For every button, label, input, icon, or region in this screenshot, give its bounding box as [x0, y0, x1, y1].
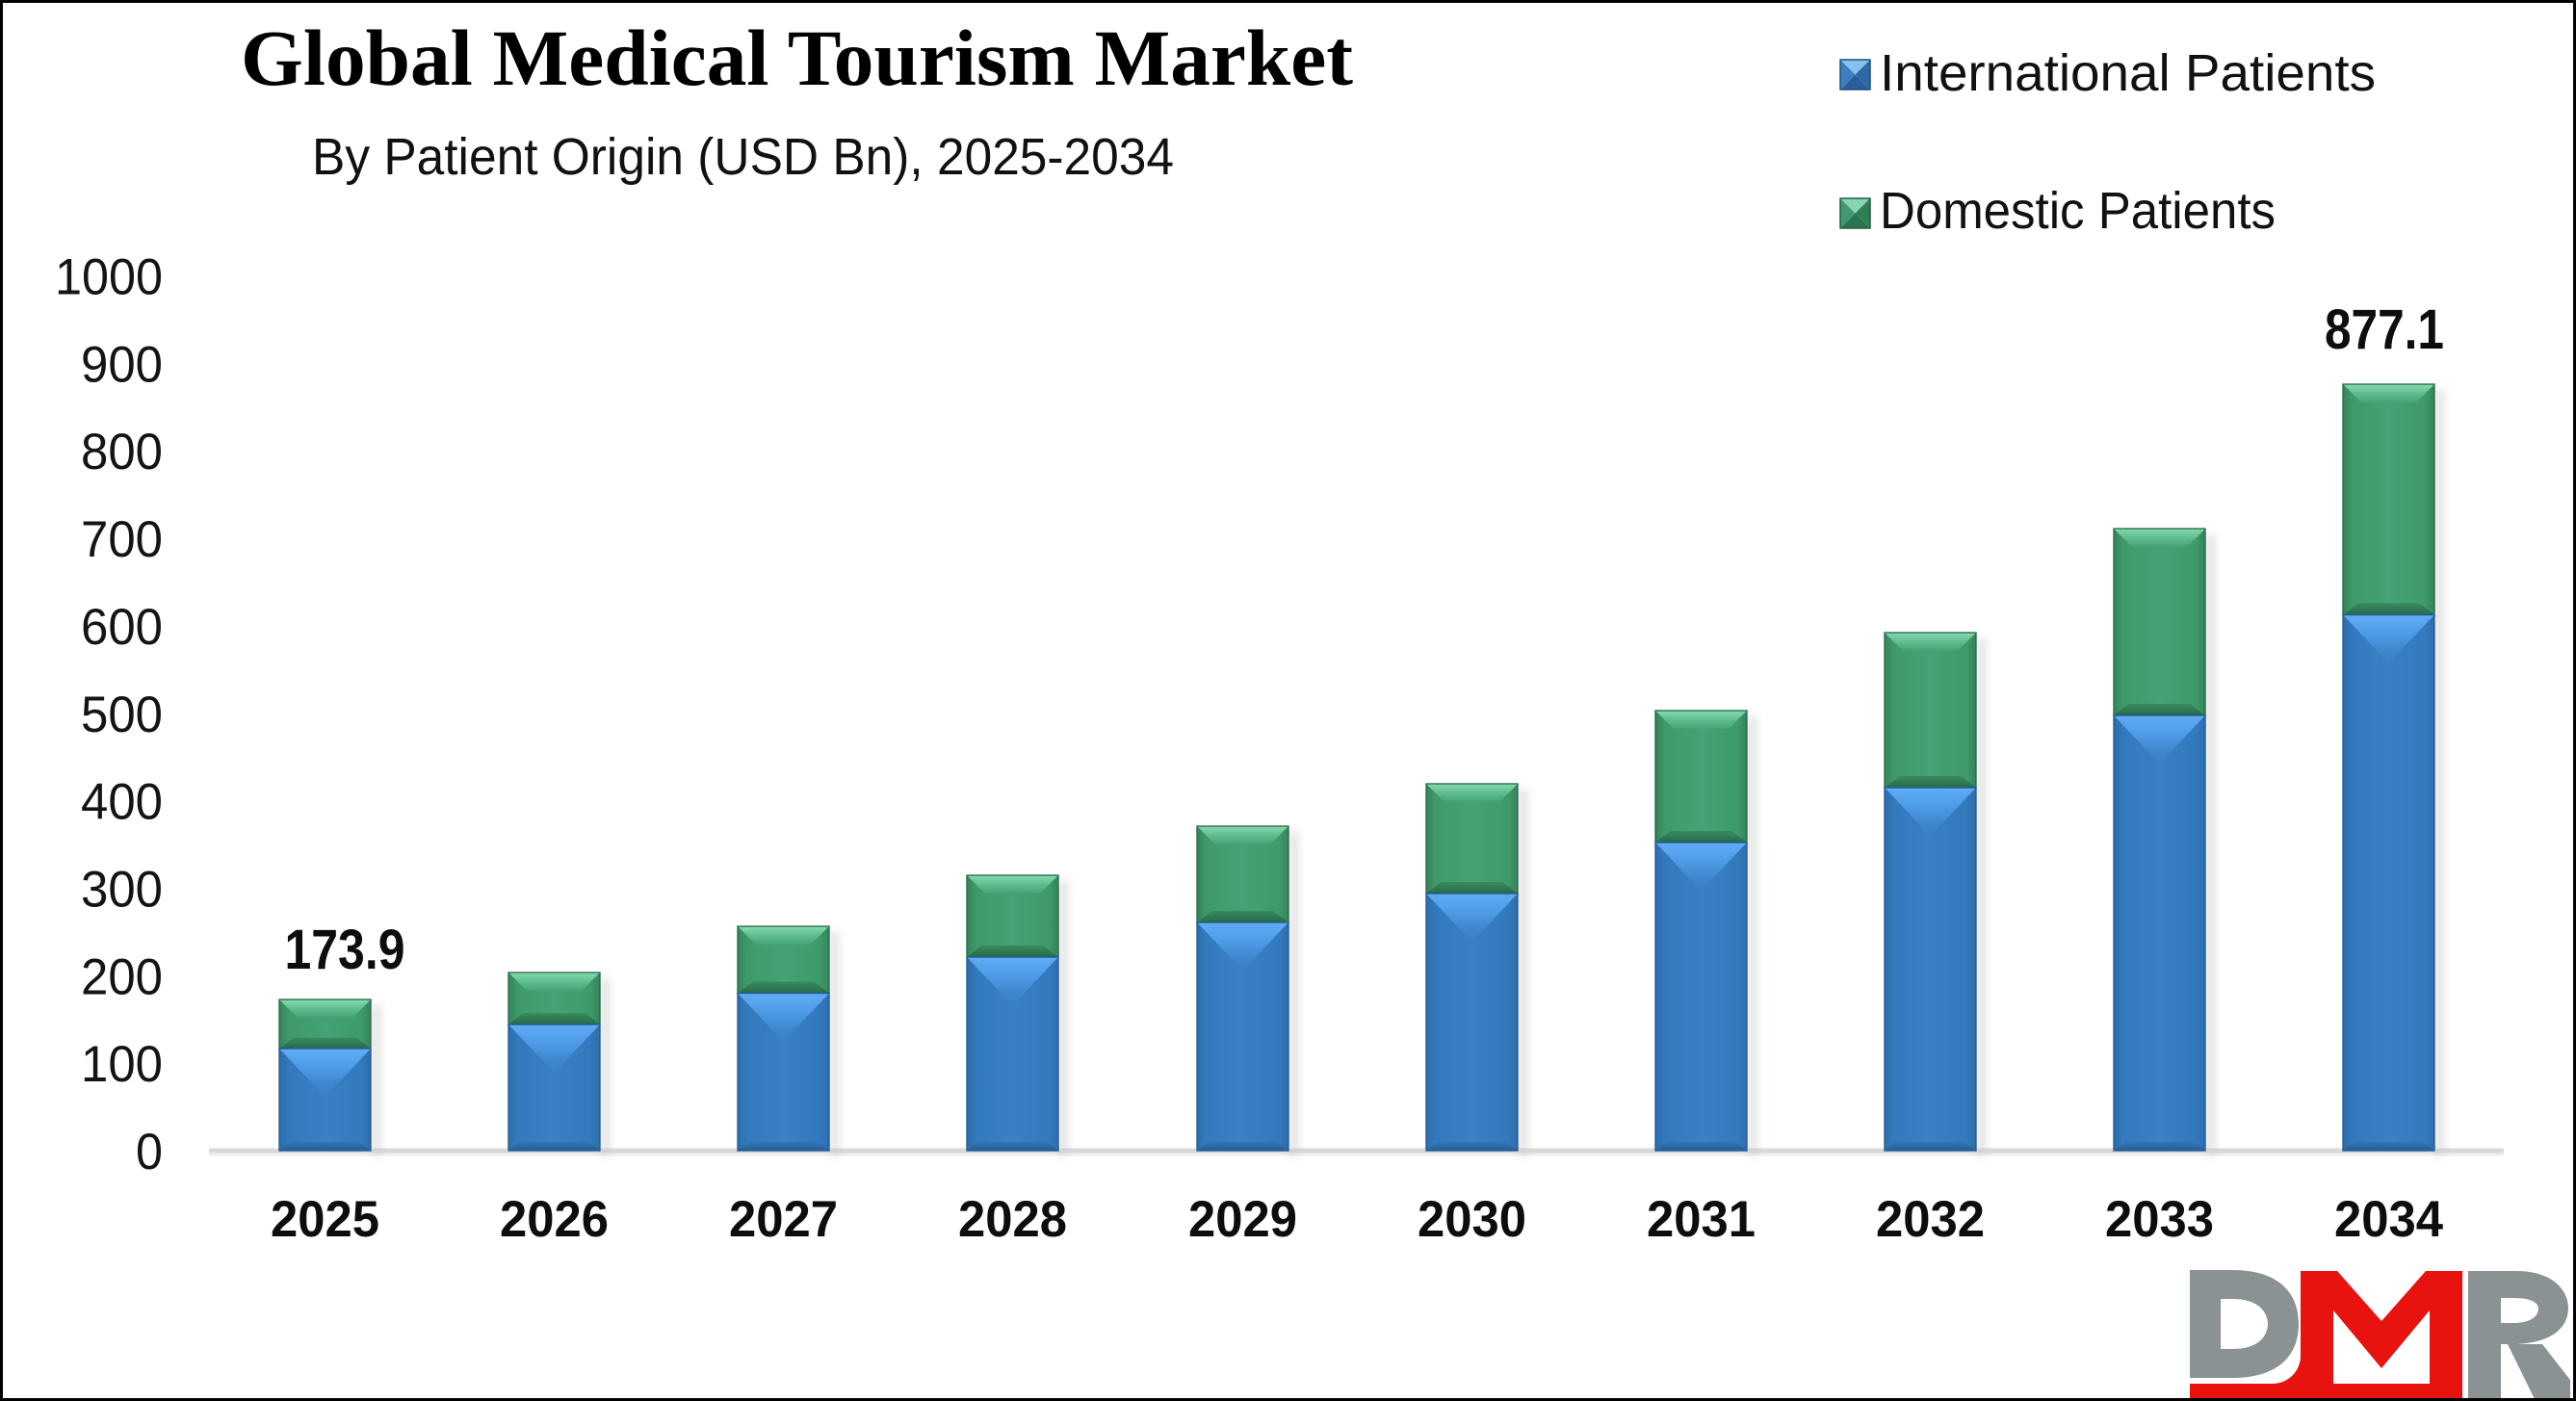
svg-text:2033: 2033 [2105, 1191, 2214, 1248]
svg-text:By Patient Origin (USD Bn), 20: By Patient Origin (USD Bn), 2025-2034 [312, 128, 1174, 186]
svg-text:877.1: 877.1 [2325, 298, 2444, 361]
svg-text:100: 100 [81, 1036, 163, 1093]
svg-text:Global Medical Tourism Market: Global Medical Tourism Market [241, 13, 1353, 102]
svg-text:800: 800 [81, 424, 163, 480]
svg-text:2027: 2027 [729, 1191, 838, 1248]
svg-text:2025: 2025 [271, 1191, 379, 1248]
svg-text:300: 300 [81, 862, 163, 919]
svg-text:2028: 2028 [958, 1191, 1067, 1248]
svg-text:700: 700 [81, 511, 163, 568]
svg-text:400: 400 [81, 774, 163, 831]
svg-text:2029: 2029 [1188, 1191, 1297, 1248]
svg-text:600: 600 [81, 599, 163, 656]
svg-text:500: 500 [81, 687, 163, 743]
svg-text:900: 900 [81, 336, 163, 393]
svg-text:2026: 2026 [500, 1191, 609, 1248]
svg-text:2032: 2032 [1876, 1191, 1985, 1248]
svg-text:2030: 2030 [1418, 1191, 1526, 1248]
svg-text:2031: 2031 [1647, 1191, 1756, 1248]
svg-text:173.9: 173.9 [285, 919, 405, 981]
svg-text:Domestic Patients: Domestic Patients [1880, 182, 2276, 240]
svg-text:200: 200 [81, 948, 163, 1005]
svg-text:0: 0 [136, 1124, 163, 1180]
svg-text:International Patients: International Patients [1880, 44, 2376, 102]
svg-text:2034: 2034 [2334, 1191, 2444, 1248]
svg-text:1000: 1000 [55, 249, 163, 306]
